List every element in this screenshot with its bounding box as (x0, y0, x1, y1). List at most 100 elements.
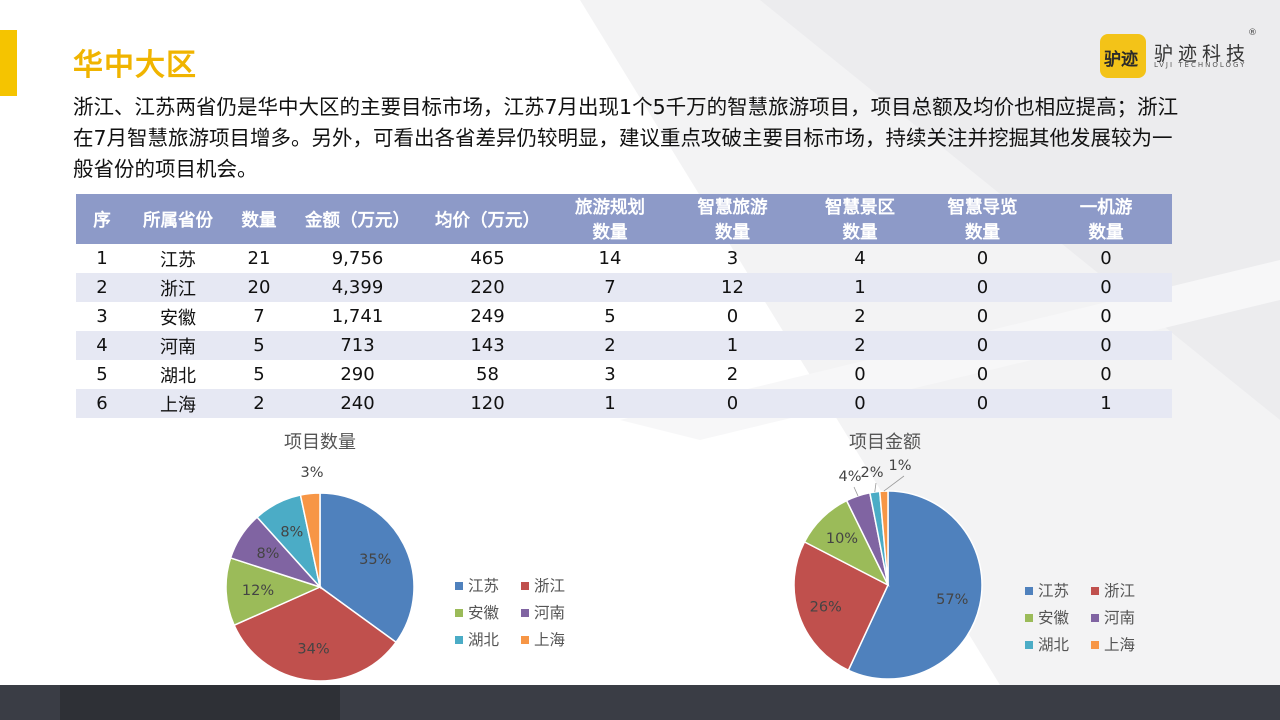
pie-data-label: 10% (826, 531, 858, 547)
legend-entry: 江苏 (1038, 582, 1069, 600)
legend-entry: 湖北 (468, 631, 500, 649)
legend-entry: 江苏 (468, 577, 499, 595)
table-cell: 江苏 (160, 249, 196, 271)
legend-entry: 河南 (534, 604, 565, 622)
table-cell: 0 (925, 389, 1040, 418)
table-cell: 0 (925, 273, 1040, 302)
table-cell: 143 (425, 331, 550, 360)
legend-swatch (1025, 614, 1033, 622)
header-smart-scenic: 智慧景区 (795, 194, 925, 219)
table-cell: 2 (76, 273, 128, 302)
subheader-count: 数量 (925, 219, 1040, 244)
accent-bar (0, 30, 17, 96)
table-cell: 浙江 (128, 273, 228, 302)
table-cell: 1 (550, 389, 670, 418)
legend-swatch (1091, 614, 1099, 622)
pie-data-label: 3% (300, 465, 323, 481)
table-cell: 0 (1100, 248, 1112, 269)
header-province: 所属省份 (128, 194, 228, 244)
table-cell: 湖北 (160, 365, 196, 387)
table-cell: 0 (1100, 306, 1112, 327)
page-title: 华中大区 (73, 48, 197, 83)
table-cell: 58 (476, 364, 499, 385)
pie-slice-2 (233, 586, 398, 682)
table-row: 1 江苏 21 9,756 465 14 3 4 0 0 (76, 244, 1172, 273)
chart-title: 项目金额 (849, 432, 921, 453)
summary-text: 浙江、江苏两省仍是华中大区的主要目标市场，江苏7月出现1个5千万的智慧旅游项目，… (73, 95, 1179, 181)
table-cell: 0 (976, 248, 989, 269)
pie-chart-project-amount: 项目金额 57% 26% 10% 4% 2% 1% 江苏 浙江 安徽 河南 湖北 上海 (780, 425, 1180, 685)
province-table: 序 所属省份 数量 金额（万元） 均价（万元） 旅游规划 智慧旅游 智慧景区 智… (76, 194, 1172, 418)
legend-swatch (1025, 587, 1033, 595)
table-cell: 2 (550, 331, 670, 360)
pie-leader-line (883, 475, 905, 492)
table-row: 6 上海 2 240 120 1 0 0 0 1 (76, 389, 1172, 418)
header-avg-price: 均价（万元） (425, 194, 550, 244)
legend-entry: 上海 (534, 631, 565, 649)
legend-swatch (455, 609, 463, 617)
table-cell: 6 (76, 389, 128, 418)
pie-slice-6 (878, 490, 889, 586)
table-cell-highlight: 12 (670, 273, 795, 302)
table-cell: 3 (604, 364, 616, 385)
pie-chart-project-count: 项目数量 35% 34% 12% 8% 8% 3% 江苏 浙江 安徽 河南 湖北 上海 (215, 425, 615, 685)
table-cell: 7 (253, 306, 265, 327)
pie-data-label: 8% (280, 525, 303, 541)
table-cell: 2 (795, 331, 925, 360)
pie-slice-1 (319, 492, 415, 644)
table-cell: 9,756 (331, 248, 384, 269)
table-cell: 5 (253, 364, 265, 385)
table-cell: 21 (247, 248, 271, 269)
logo-name-cn: 驴迹科技 (1154, 43, 1251, 65)
legend-entry: 安徽 (1038, 609, 1070, 627)
table-cell: 249 (470, 306, 505, 327)
pie-data-label: 2% (860, 465, 883, 481)
pie-data-label: 4% (838, 469, 861, 485)
pie-data-label: 12% (242, 583, 274, 599)
table-cell: 2 (726, 364, 739, 385)
table-row: 3 安徽 7 1,741 249 5 0 2 0 0 (76, 302, 1172, 331)
table-cell: 240 (290, 389, 425, 418)
table-cell: 4 (76, 331, 128, 360)
chart-title: 项目数量 (284, 432, 356, 453)
table-cell: 14 (598, 248, 622, 269)
pie-leader-line (874, 482, 877, 492)
table-cell: 1,741 (331, 306, 384, 327)
legend-entry: 浙江 (1104, 582, 1135, 600)
logo-mark-text: 驴迹 (1104, 50, 1138, 70)
legend-swatch (455, 582, 463, 590)
logo-name-en: LVJI TECHNOLOGY (1154, 61, 1247, 69)
table-cell: 4 (854, 248, 866, 269)
logo-mark: 驴迹 (1100, 34, 1146, 78)
table-cell: 2 (228, 389, 290, 418)
subheader-count: 数量 (670, 219, 795, 244)
legend-swatch (521, 582, 529, 590)
table-cell: 1 (670, 331, 795, 360)
pie-data-label: 1% (888, 458, 911, 474)
pie-data-label: 57% (936, 592, 968, 608)
subheader-count: 数量 (550, 219, 670, 244)
legend-entry: 河南 (1104, 609, 1135, 627)
table-cell: 0 (925, 331, 1040, 360)
header-smart-tourism: 智慧旅游 (670, 194, 795, 219)
table-cell: 5 (96, 364, 108, 385)
table-cell: 7 (550, 273, 670, 302)
pie-data-label: 34% (297, 642, 329, 658)
table-row: 4 河南 5 713 143 2 1 2 0 0 (76, 331, 1172, 360)
pie-data-label: 35% (359, 552, 391, 568)
pie-slice-3 (225, 557, 323, 627)
table-cell: 4,399 (290, 273, 425, 302)
table-cell: 1 (1040, 389, 1172, 418)
pie-slice-2 (793, 540, 889, 672)
table-cell: 0 (726, 306, 739, 327)
legend-swatch (1025, 641, 1033, 649)
legend-entry: 湖北 (1038, 636, 1070, 654)
table-cell: 河南 (128, 331, 228, 360)
table-cell: 120 (425, 389, 550, 418)
company-logo: 驴迹 驴迹科技 LVJI TECHNOLOGY ® (1100, 28, 1260, 80)
table-cell: 0 (1100, 364, 1112, 385)
table-row: 2 浙江 20 4,399 220 7 12 1 0 0 (76, 273, 1172, 302)
subheader-count: 数量 (1040, 219, 1172, 244)
